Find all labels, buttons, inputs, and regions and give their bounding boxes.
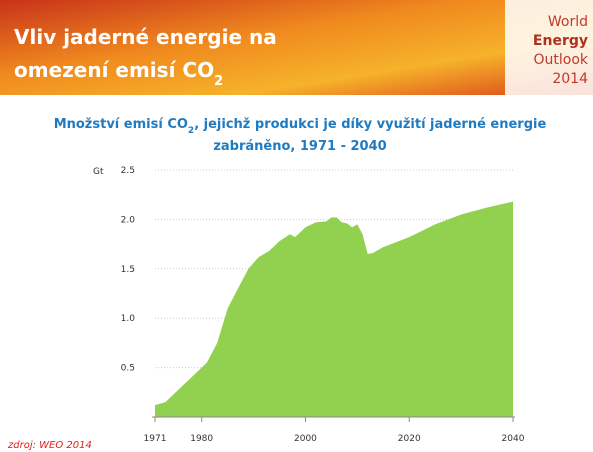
logo-line: World xyxy=(548,14,588,30)
chart-title-text: , jejichž produkci je díky využití jader… xyxy=(194,117,546,132)
y-tick-label: 1.0 xyxy=(121,314,136,324)
logo-line: Outlook xyxy=(533,52,588,68)
header-title-text: omezení emisí CO xyxy=(14,58,214,82)
area xyxy=(155,202,513,417)
header-title-1: Vliv jaderné energie na xyxy=(14,25,277,49)
x-tick-label: 1971 xyxy=(144,434,167,444)
logo-line: 2014 xyxy=(552,71,588,87)
chart-title-text: Množství emisí CO xyxy=(54,117,188,132)
y-tick-label: 2.5 xyxy=(121,166,135,176)
y-tick-label: 2.0 xyxy=(121,215,136,225)
x-tick-label: 2020 xyxy=(398,434,421,444)
y-axis-label: Gt xyxy=(93,167,104,177)
slide: Vliv jaderné energie na omezení emisí CO… xyxy=(0,0,593,452)
x-tick-label: 2000 xyxy=(294,434,317,444)
y-tick-label: 1.5 xyxy=(121,265,135,275)
chart-title: Množství emisí CO2, jejichž produkci je … xyxy=(54,117,547,136)
logo-line: Energy xyxy=(533,33,588,49)
source: zdroj: WEO 2014 xyxy=(7,440,92,451)
x-tick-label: 1980 xyxy=(190,434,213,444)
header-subscript: 2 xyxy=(214,74,223,89)
y-tick-label: 0.5 xyxy=(121,364,135,374)
x-tick-label: 2040 xyxy=(502,434,525,444)
chart-title: zabráněno, 1971 - 2040 xyxy=(213,139,386,154)
